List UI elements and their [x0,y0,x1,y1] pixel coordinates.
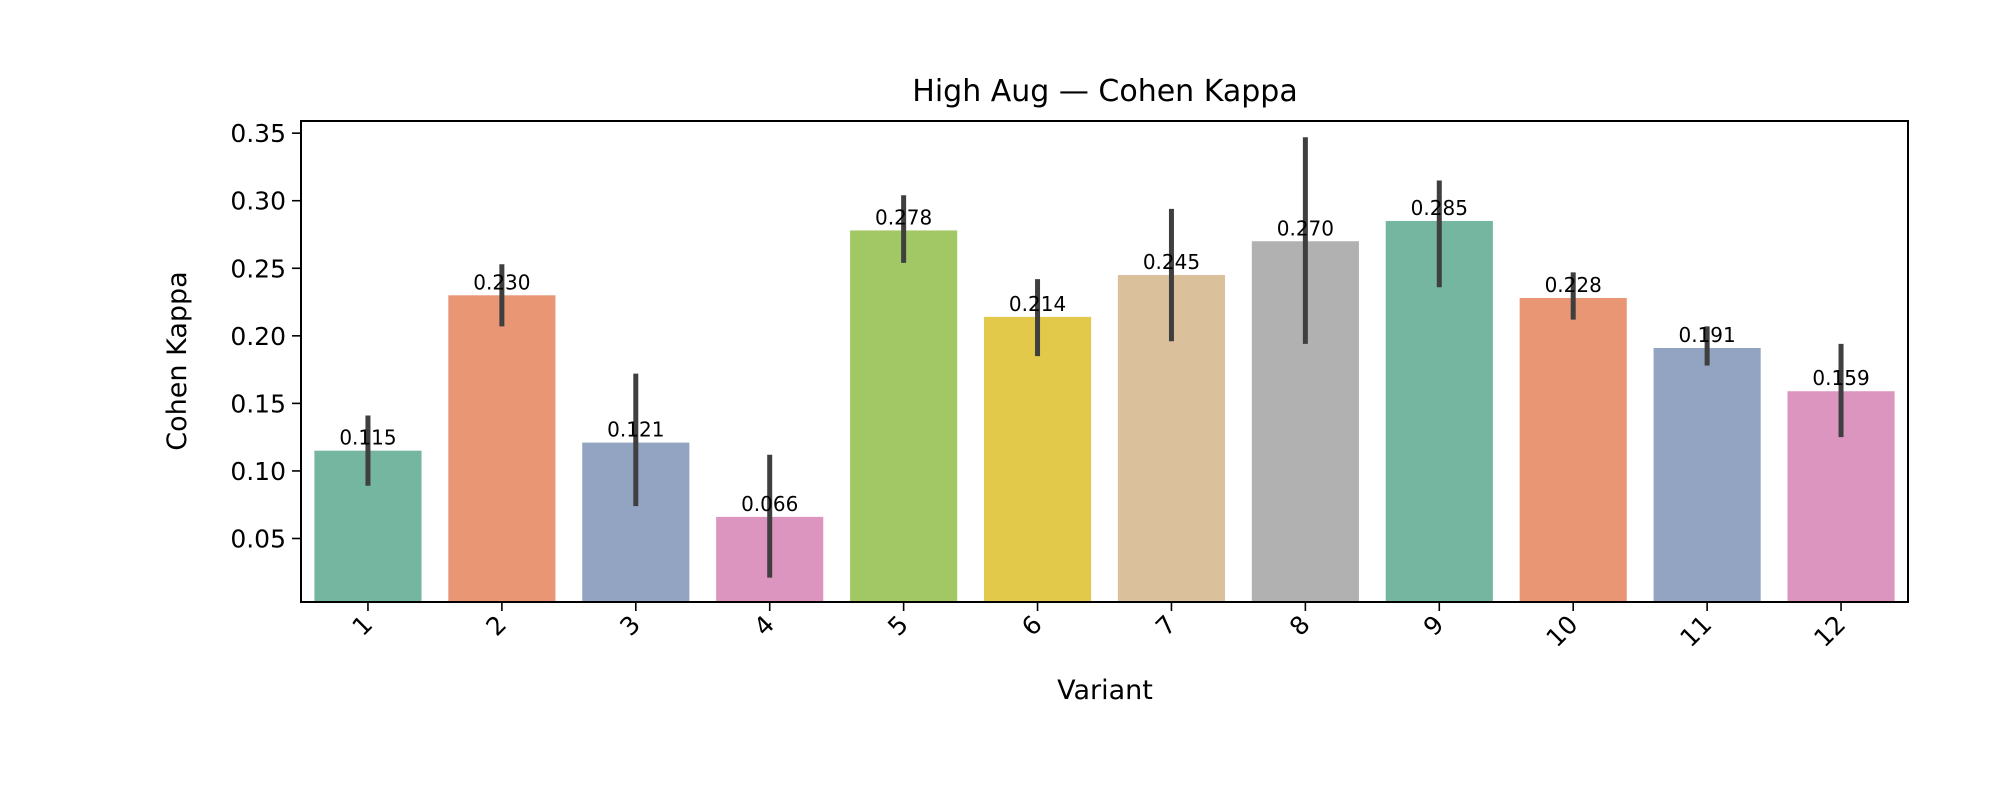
plot-frame [300,120,1909,603]
x-tick-label-5: 5 [882,610,914,642]
x-axis: 1 2 3 4 5 6 7 8 9 10 11 12 [346,602,1851,653]
bars-group [314,220,1895,602]
chart-title: High Aug — Cohen Kappa [912,74,1297,109]
value-labels-group: 0.115 0.230 0.121 0.066 0.278 0.214 0.245 0.270… [339,196,1869,516]
value-label-4: 0.066 [741,492,798,516]
y-tick-label: 0.20 [230,322,286,351]
x-tick-label-4: 4 [748,610,780,642]
bar-6 [983,316,1092,602]
value-label-9: 0.285 [1411,196,1468,220]
x-tick-label-2: 2 [480,610,512,642]
value-label-2: 0.230 [473,270,530,294]
value-label-12: 0.159 [1812,366,1869,390]
value-label-11: 0.191 [1678,323,1735,347]
x-tick-label-11: 11 [1674,610,1717,653]
bar-2 [448,295,556,602]
bar-5 [850,230,958,602]
value-label-7: 0.245 [1143,250,1200,274]
x-tick-label-7: 7 [1150,610,1182,642]
x-axis-label: Variant [1057,675,1153,706]
y-tick-label: 0.05 [230,524,286,553]
y-tick-label: 0.15 [230,389,286,418]
y-axis-label: Cohen Kappa [162,271,193,450]
x-tick-label-6: 6 [1016,610,1048,642]
x-tick-label-10: 10 [1540,610,1583,653]
value-label-8: 0.270 [1277,216,1334,240]
x-tick-label-1: 1 [346,610,378,642]
x-tick-label-9: 9 [1418,610,1450,642]
y-axis: 0.05 0.10 0.15 0.20 0.25 0.30 0.35 [230,119,301,553]
x-tick-label-8: 8 [1284,610,1316,642]
y-tick-label: 0.35 [230,119,286,148]
x-tick-label-12: 12 [1808,610,1851,653]
y-tick-label: 0.10 [230,457,286,486]
bar-10 [1519,297,1627,602]
y-tick-label: 0.30 [230,187,286,216]
x-tick-label-3: 3 [614,610,646,642]
y-tick-label: 0.25 [230,254,286,283]
value-label-3: 0.121 [607,418,664,442]
bar-11 [1653,347,1761,602]
value-label-1: 0.115 [339,426,396,450]
value-label-10: 0.228 [1545,273,1602,297]
error-bars-group [365,137,1844,578]
value-label-5: 0.278 [875,205,932,229]
value-label-6: 0.214 [1009,292,1066,316]
